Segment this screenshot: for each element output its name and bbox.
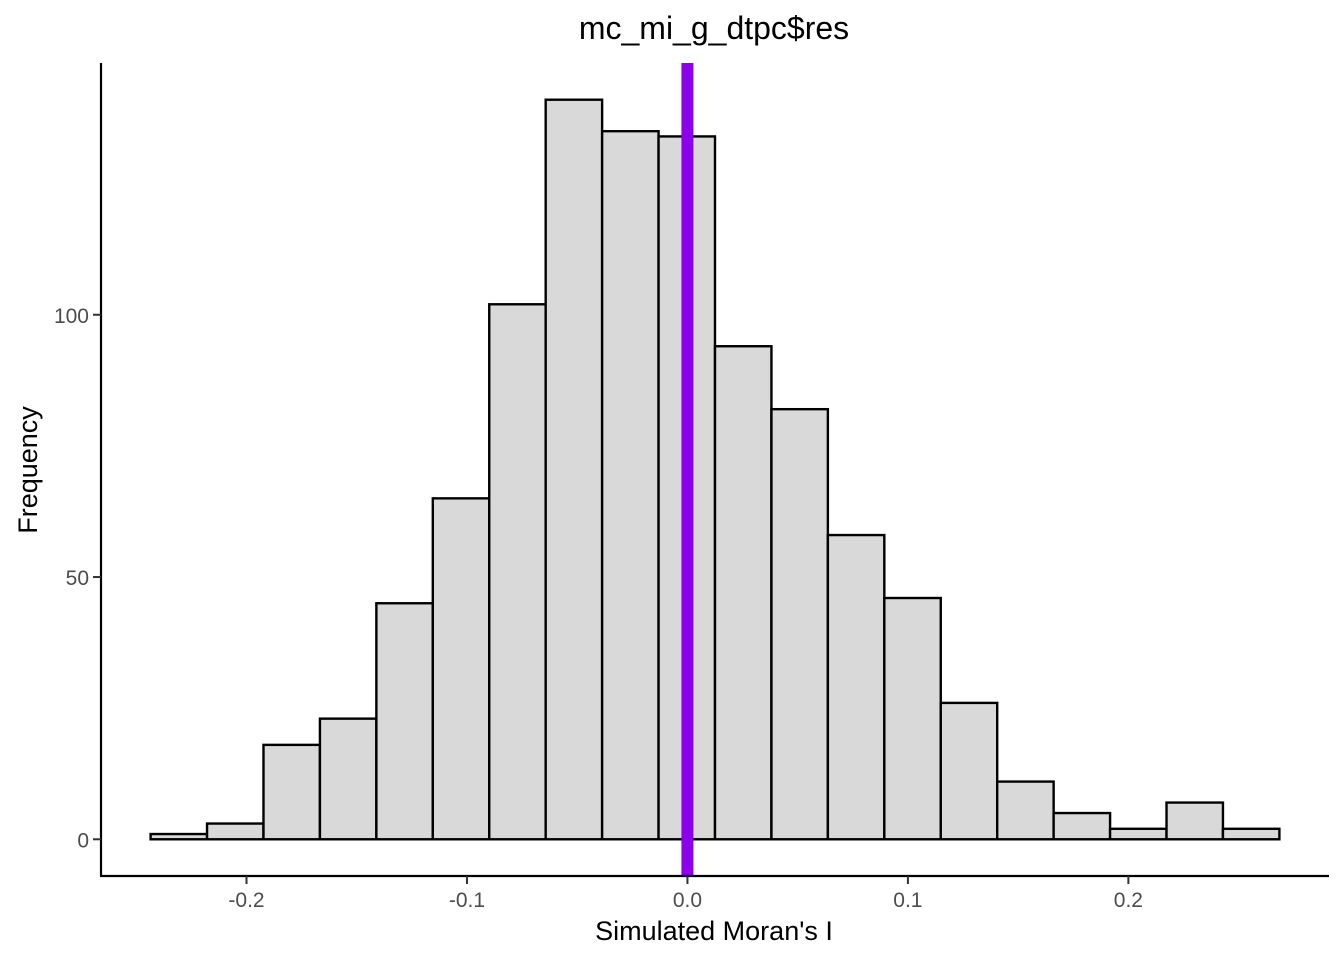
- chart-title: mc_mi_g_dtpc$res: [579, 10, 849, 46]
- histogram-bar: [1052, 811, 1112, 841]
- histogram-bar: [431, 497, 491, 841]
- x-tick-label: -0.2: [228, 889, 264, 912]
- histogram-bar: [939, 701, 999, 841]
- histogram-bar: [149, 832, 209, 841]
- histogram-bar: [318, 717, 378, 841]
- x-tick-label: 0.0: [673, 889, 702, 912]
- histogram-bar: [488, 303, 547, 841]
- x-ticks-group: -0.2 -0.1 0.0 0.1 0.2: [228, 876, 1143, 912]
- histogram-bar: [544, 98, 604, 841]
- histogram-bar: [713, 345, 773, 841]
- histogram-bar: [1108, 827, 1168, 841]
- y-tick-label: 100: [54, 305, 89, 328]
- y-axis-title: Frequency: [13, 406, 43, 534]
- histogram-bar: [262, 743, 322, 841]
- y-ticks-group: 0 50 100: [54, 305, 101, 852]
- histogram-bar: [600, 129, 660, 841]
- x-tick-label: 0.1: [893, 889, 922, 912]
- histogram-bar: [770, 407, 830, 841]
- histogram-bar: [1221, 827, 1281, 841]
- histogram-bar: [995, 780, 1055, 841]
- bars-group: [149, 98, 1281, 841]
- histogram-bar: [205, 822, 265, 841]
- y-tick-label: 50: [66, 567, 89, 590]
- x-tick-label: 0.2: [1114, 889, 1143, 912]
- histogram-bar: [883, 596, 942, 841]
- x-tick-label: -0.1: [449, 889, 485, 912]
- x-axis-title: Simulated Moran's I: [595, 916, 833, 946]
- histogram-bar: [375, 602, 435, 841]
- y-tick-label: 0: [77, 829, 89, 852]
- histogram-bar: [826, 533, 886, 841]
- histogram-bar: [1165, 801, 1225, 841]
